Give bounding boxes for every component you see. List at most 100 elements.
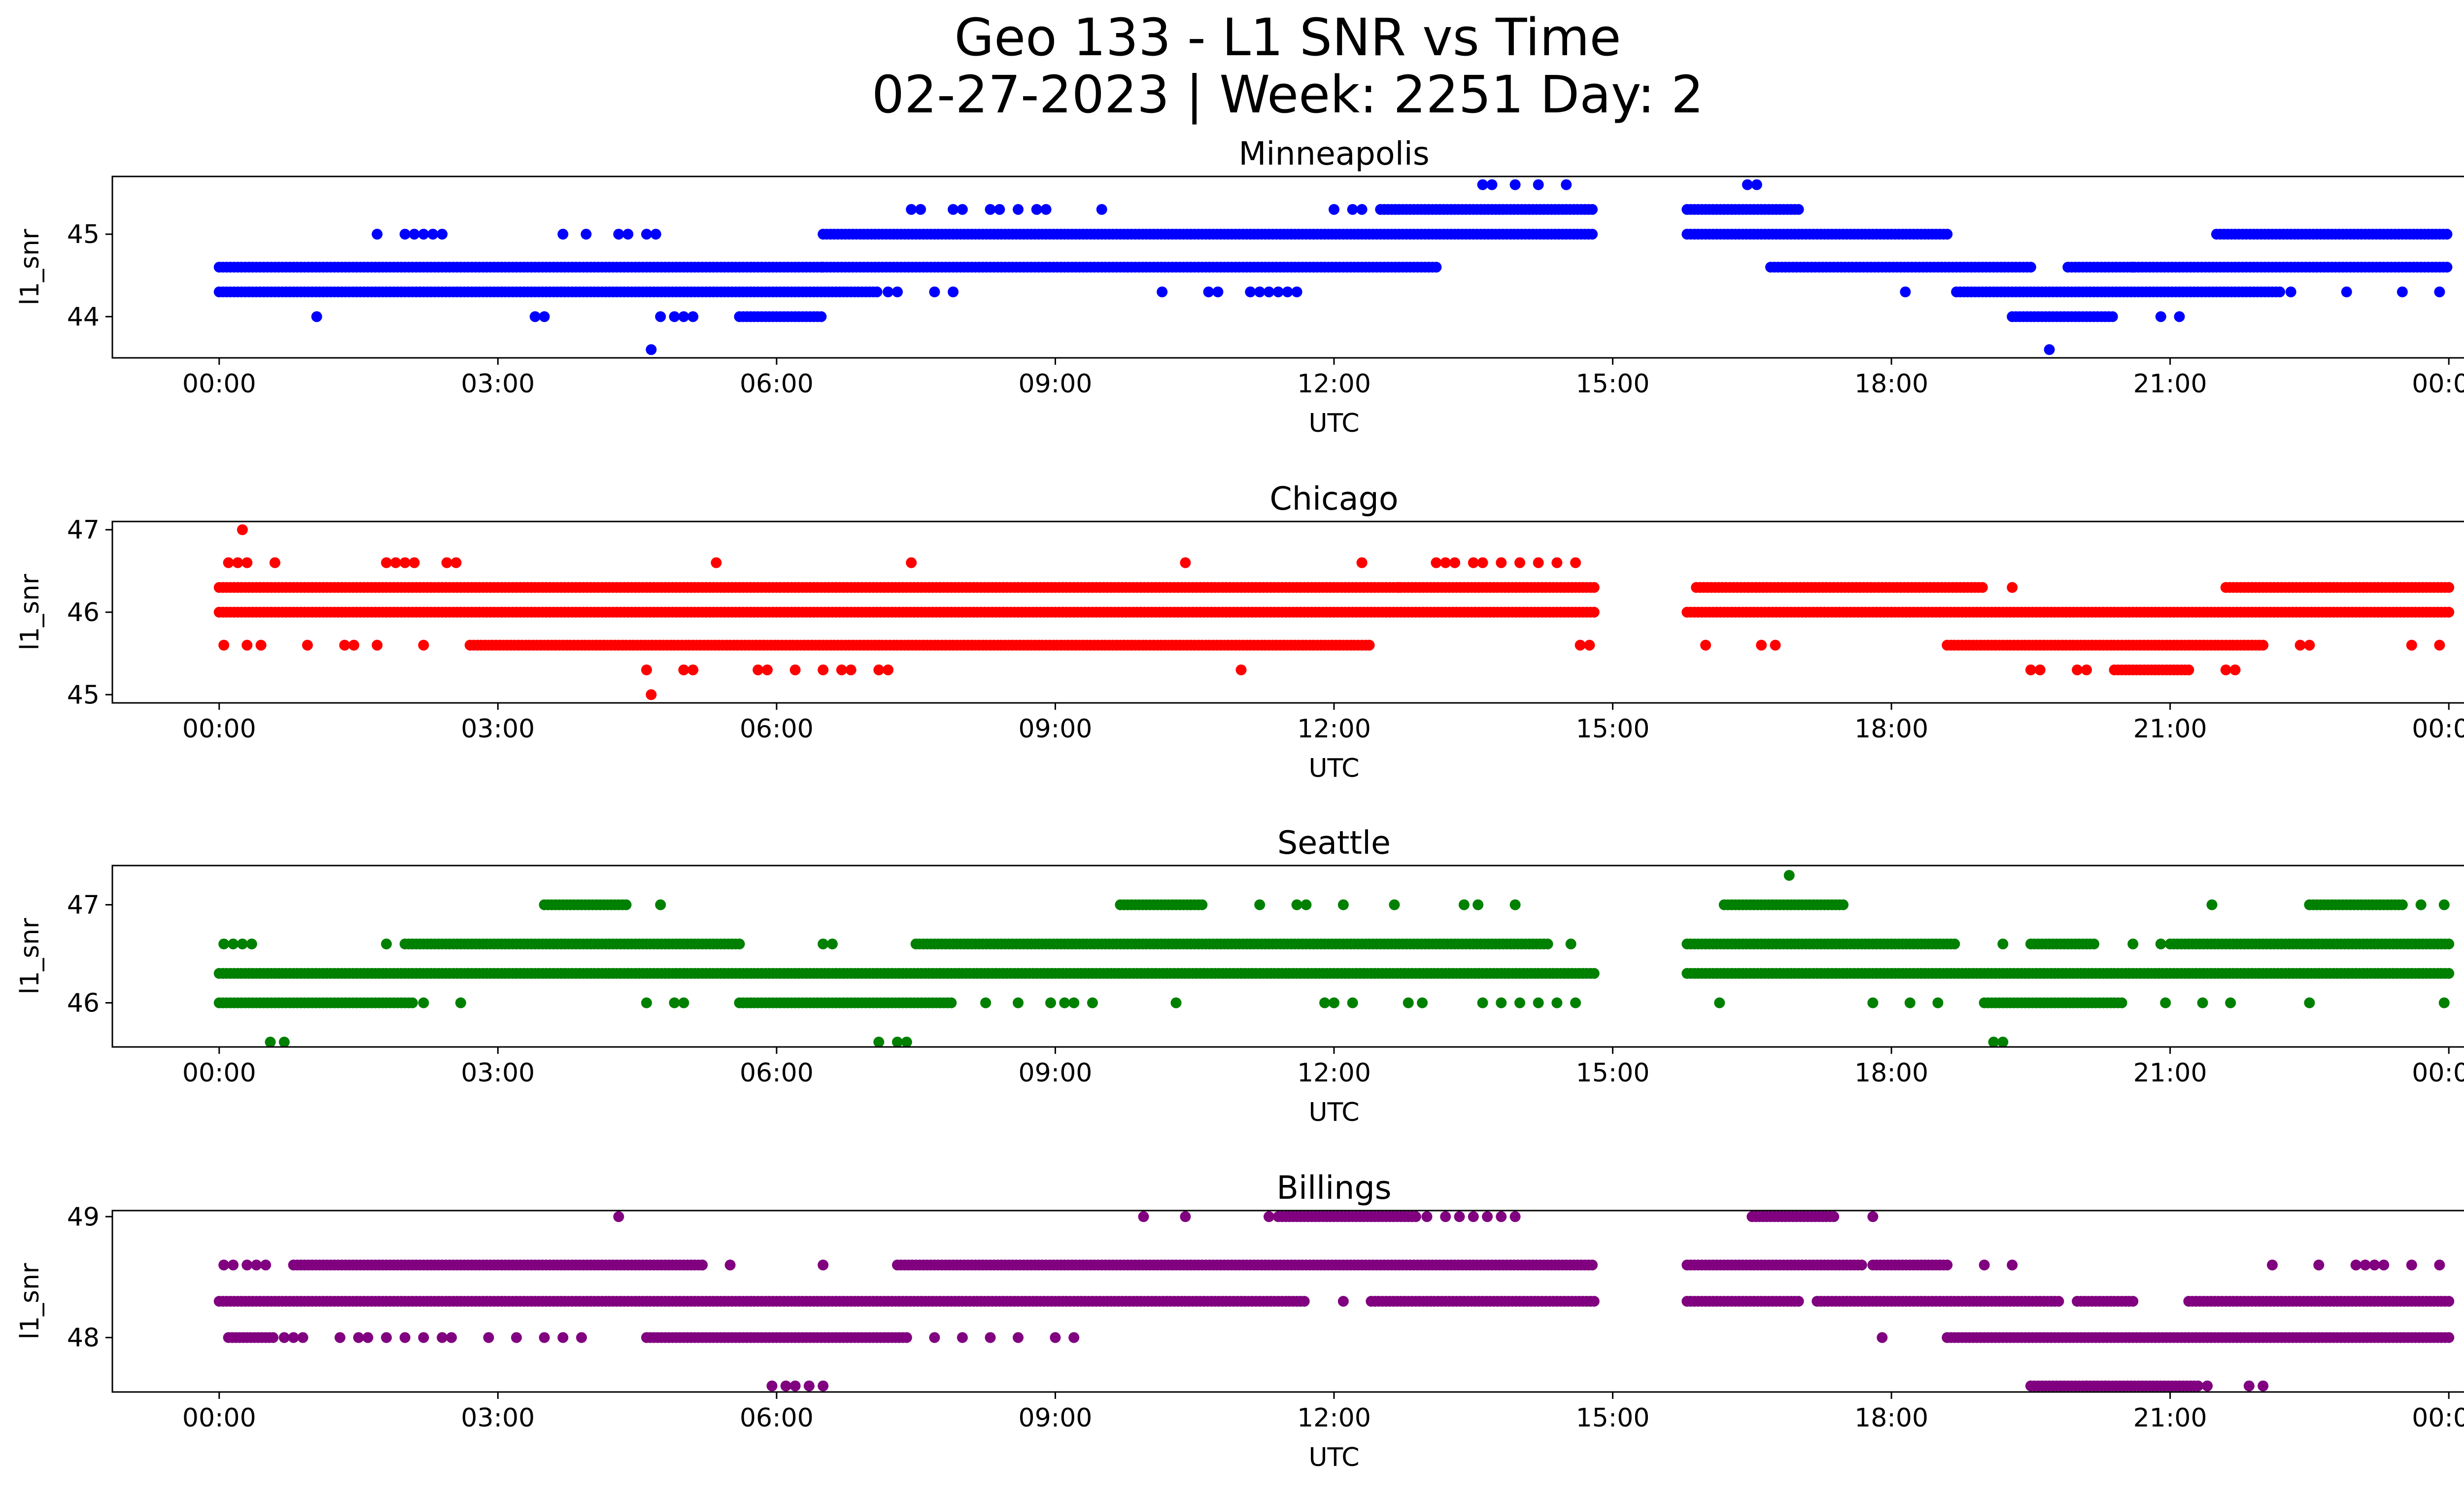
data-point bbox=[557, 229, 569, 240]
data-point bbox=[871, 286, 883, 298]
data-point bbox=[1588, 1296, 1600, 1307]
data-point bbox=[409, 557, 420, 568]
x-tick-label: 06:00 bbox=[740, 369, 814, 399]
x-tick-label: 12:00 bbox=[1297, 1058, 1371, 1088]
x-tick-label: 15:00 bbox=[1576, 369, 1650, 399]
data-point bbox=[641, 229, 652, 240]
data-point bbox=[228, 939, 239, 950]
data-point bbox=[1587, 204, 1598, 215]
data-point bbox=[241, 639, 253, 651]
x-tick-label: 18:00 bbox=[1854, 369, 1928, 399]
data-point bbox=[1272, 286, 1284, 298]
y-tick-label: 45 bbox=[67, 680, 100, 710]
data-point bbox=[1180, 557, 1191, 568]
data-point bbox=[1040, 204, 1052, 215]
x-tick-label: 12:00 bbox=[1297, 369, 1371, 399]
data-point bbox=[218, 639, 230, 651]
data-point bbox=[1059, 997, 1070, 1008]
x-tick-label: 15:00 bbox=[1576, 1058, 1650, 1088]
data-point bbox=[1157, 286, 1168, 298]
data-point bbox=[827, 939, 838, 950]
data-point bbox=[418, 639, 429, 651]
x-axis-label: UTC bbox=[1308, 409, 1359, 438]
y-axis-label: l1_snr bbox=[15, 229, 45, 306]
data-point bbox=[892, 1037, 903, 1047]
data-point bbox=[2274, 286, 2286, 298]
data-point bbox=[762, 664, 773, 676]
data-point bbox=[1496, 997, 1507, 1008]
data-point bbox=[1013, 997, 1024, 1008]
data-point bbox=[390, 557, 401, 568]
data-point bbox=[348, 639, 360, 651]
data-point bbox=[2155, 939, 2166, 950]
data-point bbox=[2443, 1296, 2455, 1307]
data-point bbox=[1997, 939, 2009, 950]
data-point bbox=[678, 311, 689, 322]
data-point bbox=[1170, 997, 1182, 1008]
data-point bbox=[711, 557, 722, 568]
data-point bbox=[2441, 229, 2453, 240]
data-point bbox=[1867, 997, 1879, 1008]
data-point bbox=[948, 204, 959, 215]
data-point bbox=[407, 997, 418, 1008]
data-point bbox=[1574, 639, 1586, 651]
data-point bbox=[1045, 997, 1056, 1008]
y-tick-label: 46 bbox=[67, 988, 100, 1018]
x-tick-label: 03:00 bbox=[461, 714, 535, 744]
x-tick-label: 00:00 bbox=[2412, 1058, 2464, 1088]
scatter-points bbox=[213, 869, 2455, 1047]
data-point bbox=[1477, 179, 1488, 190]
y-tick-label: 46 bbox=[67, 598, 100, 627]
data-point bbox=[1329, 997, 1339, 1008]
data-point bbox=[1472, 899, 1484, 910]
data-point bbox=[1403, 997, 1414, 1008]
scatter-points bbox=[213, 1211, 2455, 1391]
data-point bbox=[1300, 899, 1312, 910]
y-tick-label: 45 bbox=[67, 220, 100, 249]
data-point bbox=[646, 344, 657, 355]
data-point bbox=[1584, 639, 1595, 651]
data-point bbox=[1254, 286, 1266, 298]
data-point bbox=[2220, 664, 2231, 676]
data-point bbox=[1551, 557, 1563, 568]
data-point bbox=[529, 311, 541, 322]
data-point bbox=[873, 1037, 885, 1047]
data-point bbox=[1282, 286, 1293, 298]
data-point bbox=[1347, 997, 1358, 1008]
data-point bbox=[901, 1037, 912, 1047]
data-point bbox=[1932, 997, 1944, 1008]
data-point bbox=[1904, 997, 1916, 1008]
data-point bbox=[1364, 639, 1375, 651]
data-point bbox=[2443, 607, 2455, 618]
x-tick-label: 06:00 bbox=[740, 714, 814, 744]
data-point bbox=[427, 229, 439, 240]
data-point bbox=[2072, 664, 2083, 676]
data-point bbox=[2438, 899, 2450, 910]
x-tick-label: 09:00 bbox=[1019, 369, 1093, 399]
data-point bbox=[2285, 286, 2296, 298]
data-point bbox=[2304, 997, 2315, 1008]
panel-title: Billings bbox=[1276, 1170, 1391, 1207]
figure-title-line2: 02-27-2023 | Week: 2251 Day: 2 bbox=[872, 65, 1704, 125]
data-point bbox=[2341, 286, 2352, 298]
data-point bbox=[1942, 229, 1953, 240]
data-point bbox=[892, 286, 903, 298]
x-axis-label: UTC bbox=[1308, 754, 1359, 783]
data-point bbox=[2197, 997, 2208, 1008]
data-point bbox=[2034, 664, 2046, 676]
axes-frame bbox=[111, 865, 2464, 1048]
data-point bbox=[2443, 582, 2455, 593]
data-point bbox=[1096, 204, 1107, 215]
data-point bbox=[669, 997, 680, 1008]
data-point bbox=[1533, 557, 1544, 568]
data-point bbox=[678, 664, 689, 676]
data-point bbox=[1587, 229, 1598, 240]
data-point bbox=[789, 664, 801, 676]
data-point bbox=[2406, 639, 2417, 651]
data-point bbox=[1468, 557, 1479, 568]
data-point bbox=[278, 1037, 290, 1047]
data-point bbox=[1458, 899, 1470, 910]
data-point bbox=[2127, 1296, 2139, 1307]
